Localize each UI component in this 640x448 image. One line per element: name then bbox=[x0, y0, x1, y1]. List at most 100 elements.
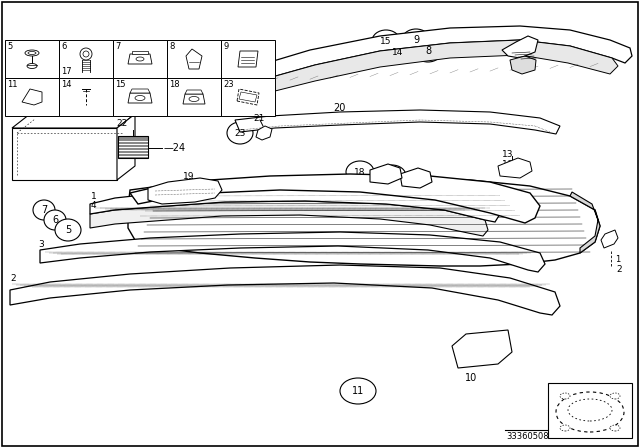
Ellipse shape bbox=[189, 96, 199, 102]
Ellipse shape bbox=[340, 378, 376, 404]
Bar bbox=[5, 40, 59, 78]
Text: 11: 11 bbox=[352, 386, 364, 396]
Text: 1: 1 bbox=[91, 191, 97, 201]
Text: 20: 20 bbox=[333, 103, 346, 113]
Polygon shape bbox=[130, 174, 540, 223]
Ellipse shape bbox=[556, 392, 624, 432]
Polygon shape bbox=[235, 110, 560, 134]
Ellipse shape bbox=[346, 161, 374, 183]
Text: 1: 1 bbox=[615, 254, 620, 263]
Text: 8: 8 bbox=[169, 42, 174, 51]
Text: 7: 7 bbox=[41, 205, 47, 215]
Text: 11: 11 bbox=[7, 80, 17, 89]
Bar bbox=[5, 78, 59, 116]
Ellipse shape bbox=[80, 48, 92, 60]
Ellipse shape bbox=[384, 41, 412, 63]
Ellipse shape bbox=[372, 30, 400, 52]
Polygon shape bbox=[22, 89, 42, 105]
Text: 4: 4 bbox=[91, 201, 97, 210]
Ellipse shape bbox=[227, 122, 253, 144]
Ellipse shape bbox=[27, 64, 37, 69]
Ellipse shape bbox=[560, 425, 570, 431]
Polygon shape bbox=[250, 26, 632, 81]
Ellipse shape bbox=[560, 393, 570, 399]
Ellipse shape bbox=[25, 50, 39, 56]
Polygon shape bbox=[12, 128, 117, 180]
Text: 2: 2 bbox=[616, 264, 621, 273]
Polygon shape bbox=[498, 158, 532, 178]
Text: 14: 14 bbox=[392, 47, 404, 56]
Ellipse shape bbox=[55, 219, 81, 241]
Text: 18: 18 bbox=[169, 80, 180, 89]
Polygon shape bbox=[237, 89, 259, 105]
Text: 22: 22 bbox=[116, 119, 127, 128]
Polygon shape bbox=[40, 232, 545, 272]
Text: 15: 15 bbox=[380, 36, 392, 46]
Bar bbox=[59, 40, 113, 78]
Text: 8: 8 bbox=[425, 46, 431, 56]
Bar bbox=[221, 78, 275, 116]
Bar bbox=[113, 40, 167, 78]
Polygon shape bbox=[400, 168, 432, 188]
Text: 19: 19 bbox=[183, 172, 195, 181]
Ellipse shape bbox=[610, 425, 620, 431]
Polygon shape bbox=[12, 114, 135, 128]
Polygon shape bbox=[186, 49, 202, 69]
Text: 3: 3 bbox=[38, 240, 44, 249]
Bar bbox=[548, 383, 632, 438]
Ellipse shape bbox=[136, 57, 144, 61]
Ellipse shape bbox=[44, 210, 66, 230]
Text: 9: 9 bbox=[413, 35, 419, 45]
Polygon shape bbox=[183, 94, 205, 104]
Polygon shape bbox=[185, 90, 203, 94]
Text: 2: 2 bbox=[10, 273, 15, 283]
Polygon shape bbox=[117, 114, 135, 180]
Text: 6: 6 bbox=[61, 42, 67, 51]
Ellipse shape bbox=[568, 399, 612, 421]
Polygon shape bbox=[239, 92, 257, 102]
Text: 9: 9 bbox=[223, 42, 228, 51]
Text: 33360508: 33360508 bbox=[506, 431, 548, 440]
Polygon shape bbox=[502, 36, 538, 58]
Text: 14: 14 bbox=[61, 80, 72, 89]
Polygon shape bbox=[132, 51, 148, 54]
Text: 18: 18 bbox=[355, 168, 365, 177]
Text: 23: 23 bbox=[234, 129, 246, 138]
Text: 5: 5 bbox=[7, 42, 12, 51]
Polygon shape bbox=[148, 178, 222, 204]
Bar bbox=[167, 40, 221, 78]
Ellipse shape bbox=[83, 51, 89, 57]
Text: 16: 16 bbox=[502, 159, 513, 168]
Text: 6: 6 bbox=[52, 215, 58, 225]
Bar bbox=[113, 78, 167, 116]
Polygon shape bbox=[258, 40, 618, 94]
Bar bbox=[59, 78, 113, 116]
Ellipse shape bbox=[378, 165, 406, 187]
Polygon shape bbox=[10, 265, 560, 315]
Bar bbox=[167, 78, 221, 116]
Ellipse shape bbox=[291, 185, 319, 207]
Ellipse shape bbox=[135, 95, 145, 100]
Text: 21: 21 bbox=[253, 113, 264, 122]
Polygon shape bbox=[370, 164, 402, 184]
Polygon shape bbox=[128, 54, 152, 64]
Polygon shape bbox=[452, 330, 512, 368]
Polygon shape bbox=[90, 201, 488, 236]
Ellipse shape bbox=[28, 52, 36, 55]
Ellipse shape bbox=[610, 393, 620, 399]
Text: 10: 10 bbox=[465, 373, 477, 383]
Polygon shape bbox=[118, 136, 148, 158]
Text: 13: 13 bbox=[502, 150, 513, 159]
Polygon shape bbox=[256, 126, 272, 140]
Text: 17: 17 bbox=[387, 172, 397, 181]
Text: —24: —24 bbox=[164, 143, 186, 153]
Polygon shape bbox=[601, 230, 618, 248]
Text: 7: 7 bbox=[115, 42, 120, 51]
Text: 23: 23 bbox=[223, 80, 234, 89]
Polygon shape bbox=[510, 56, 536, 74]
Bar bbox=[221, 40, 275, 78]
Polygon shape bbox=[128, 93, 152, 103]
Polygon shape bbox=[130, 89, 150, 93]
Polygon shape bbox=[90, 186, 500, 222]
Ellipse shape bbox=[414, 40, 442, 62]
